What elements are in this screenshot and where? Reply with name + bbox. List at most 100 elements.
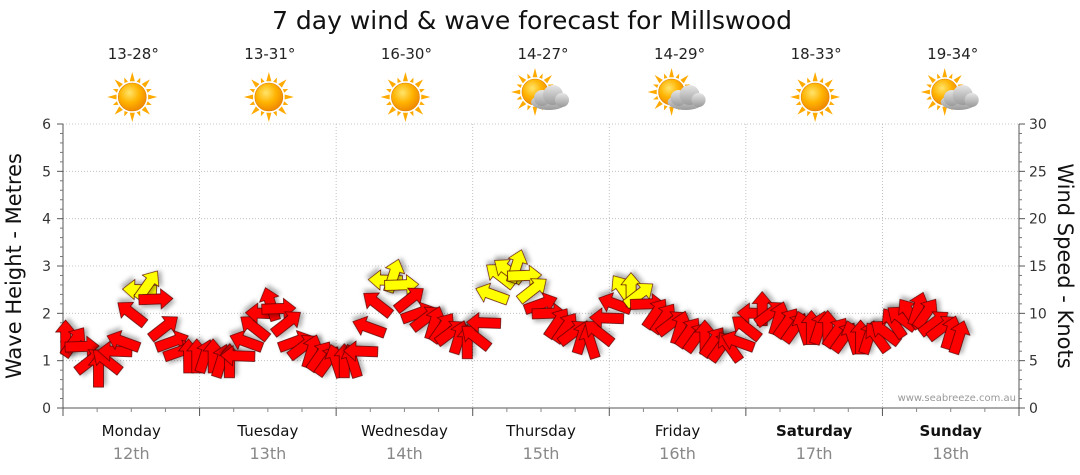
- sun-ray: [409, 110, 414, 117]
- cloud-shape: [940, 85, 979, 110]
- sun-ray: [129, 112, 135, 122]
- sun-ray: [937, 73, 941, 79]
- day-name-label: Monday: [102, 422, 161, 440]
- sun-ray: [653, 84, 659, 88]
- sun-ray: [942, 106, 948, 116]
- wind-arrow: [732, 316, 763, 343]
- wind-arrow: [343, 340, 379, 362]
- sun-rays: [107, 72, 158, 122]
- right-tick-label: 15: [1029, 259, 1047, 275]
- day-temperature-range: 13-28°: [108, 45, 159, 63]
- sun-ray: [527, 73, 531, 79]
- sunny-icon: [790, 72, 841, 122]
- sun-ray: [819, 110, 824, 117]
- sun-ray: [807, 77, 811, 84]
- sun-ray: [948, 73, 953, 79]
- wind-arrow-series: [54, 249, 971, 388]
- day-date-label: 17th: [796, 444, 833, 463]
- left-axis-label: Wave Height - Metres: [2, 153, 26, 379]
- sun-ray: [920, 89, 930, 95]
- wind-arrow: [270, 311, 301, 338]
- sun-ray: [249, 88, 255, 93]
- sun-ray: [647, 89, 657, 95]
- cloud-puff: [964, 93, 979, 107]
- sun-ray: [926, 84, 932, 88]
- sun-ray: [148, 94, 158, 100]
- day-date-label: 13th: [249, 444, 286, 463]
- sun-ray: [797, 106, 806, 115]
- sun-ray: [129, 72, 135, 82]
- sun-ray: [790, 94, 800, 100]
- sun-ray: [146, 101, 152, 106]
- wind-arrow: [240, 316, 272, 343]
- sunny-icon: [243, 72, 294, 122]
- right-axis: 0 5 10 15 20 25 30: [1018, 117, 1047, 417]
- left-tick-label: 4: [42, 212, 51, 228]
- sun-ray: [419, 101, 425, 106]
- sun-ray: [527, 105, 531, 111]
- sun-ray: [114, 79, 123, 88]
- sun-ray: [419, 88, 425, 93]
- sun-ray: [942, 68, 948, 78]
- sun-ray: [414, 79, 424, 88]
- sun-ray: [518, 75, 527, 84]
- sun-ray: [532, 68, 538, 78]
- sunny-icon: [107, 72, 158, 122]
- left-axis: 0 1 2 3 4 5 6: [42, 117, 64, 417]
- sun-ray: [927, 100, 936, 109]
- wind-arrow: [461, 325, 493, 352]
- sun-ray: [795, 88, 802, 93]
- sun-ray: [654, 75, 663, 84]
- day-name-label: Thursday: [505, 422, 576, 440]
- sun-ray: [953, 75, 962, 84]
- sun-ray: [141, 79, 150, 88]
- wind-arrow: [363, 292, 395, 319]
- day-temperature-range: 18-33°: [791, 45, 842, 63]
- sun-ray: [260, 110, 265, 117]
- day-temperature-range: 13-31°: [244, 45, 295, 63]
- sun-ray: [421, 94, 431, 100]
- wind-arrow: [138, 288, 174, 310]
- sun-ray: [136, 110, 141, 117]
- sun-ray: [532, 106, 538, 116]
- sun-ray: [386, 88, 392, 93]
- sun-ray: [409, 77, 414, 84]
- sun-ray: [414, 106, 424, 115]
- day-date-label: 16th: [659, 444, 696, 463]
- left-tick-label: 3: [42, 259, 51, 275]
- sun-ray: [829, 88, 835, 93]
- left-tick-label: 1: [42, 354, 51, 370]
- sun-ray: [273, 77, 277, 84]
- sun-ray: [675, 73, 680, 79]
- sun-ray: [829, 101, 835, 106]
- sun-ray: [386, 101, 392, 106]
- sun-disc: [800, 82, 830, 112]
- wind-arrow: [229, 330, 265, 353]
- sun-ray: [112, 101, 119, 106]
- day-temperature-range: 16-30°: [381, 45, 432, 63]
- sun-ray: [251, 79, 260, 88]
- sun-ray: [380, 94, 390, 100]
- sun-rays: [380, 72, 431, 122]
- sun-ray: [387, 106, 397, 115]
- sun-ray: [663, 105, 668, 111]
- sun-ray: [812, 72, 818, 82]
- sun-ray: [511, 89, 521, 95]
- sun-ray: [927, 75, 936, 84]
- sun-ray: [669, 106, 674, 116]
- wind-arrow: [117, 301, 149, 329]
- wind-arrow: [147, 316, 178, 343]
- sun-ray: [260, 77, 265, 84]
- credit-text: www.seabreeze.com.au: [898, 393, 1016, 404]
- sun-disc: [254, 82, 284, 112]
- cloud-puff: [691, 93, 706, 107]
- sun-rays: [243, 72, 294, 122]
- day-date-label: 15th: [523, 444, 560, 463]
- day-name-label: Saturday: [776, 422, 853, 440]
- sun-rays: [790, 72, 841, 122]
- day-temperature-range: 19-34°: [927, 45, 978, 63]
- sun-ray: [518, 100, 527, 109]
- wind-arrow: [352, 315, 388, 339]
- sun-ray: [654, 100, 663, 109]
- sun-ray: [112, 88, 119, 93]
